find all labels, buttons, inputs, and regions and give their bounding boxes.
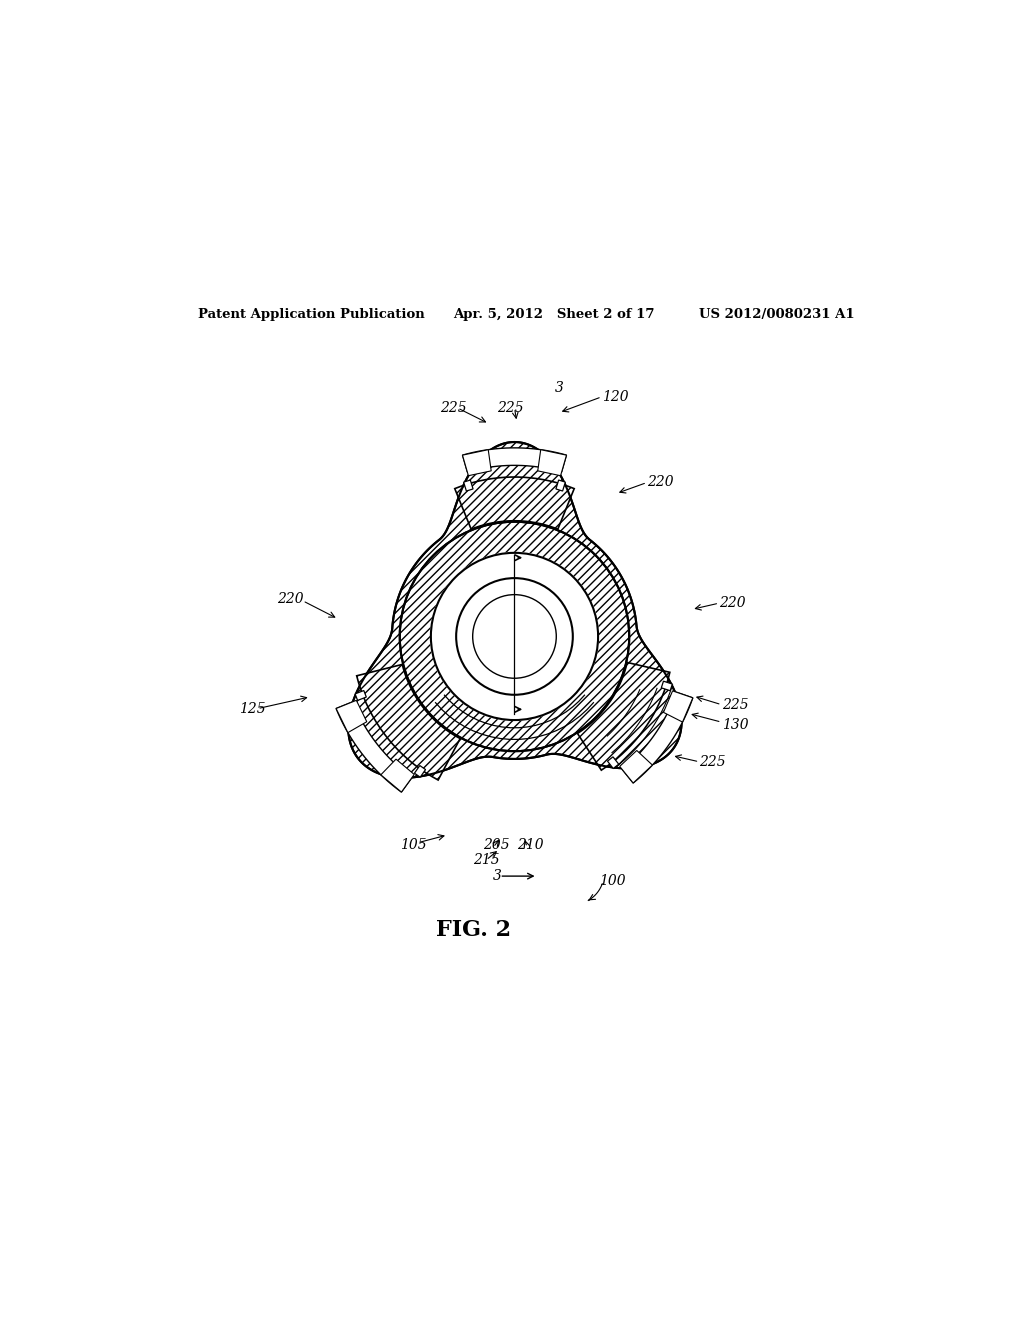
Text: 120: 120 (602, 389, 629, 404)
Text: 220: 220 (719, 597, 745, 610)
Text: 105: 105 (400, 838, 427, 853)
Text: 220: 220 (647, 475, 674, 490)
Text: 210: 210 (517, 838, 544, 853)
Text: 3: 3 (494, 869, 502, 883)
Circle shape (456, 578, 572, 694)
Circle shape (473, 594, 556, 678)
Polygon shape (664, 690, 693, 722)
Text: 125: 125 (240, 702, 266, 715)
Text: 130: 130 (722, 718, 749, 731)
Text: Patent Application Publication: Patent Application Publication (198, 308, 425, 321)
Polygon shape (538, 450, 566, 475)
Polygon shape (464, 480, 473, 491)
Polygon shape (355, 690, 367, 701)
Text: US 2012/0080231 A1: US 2012/0080231 A1 (699, 308, 855, 321)
Text: 225: 225 (699, 755, 726, 768)
Text: Apr. 5, 2012   Sheet 2 of 17: Apr. 5, 2012 Sheet 2 of 17 (454, 308, 655, 321)
Polygon shape (578, 663, 670, 770)
Polygon shape (336, 702, 412, 792)
Text: 3: 3 (555, 381, 564, 395)
Polygon shape (620, 751, 652, 783)
Polygon shape (623, 692, 693, 783)
Circle shape (399, 521, 629, 751)
Polygon shape (336, 701, 367, 733)
Text: 215: 215 (473, 853, 500, 867)
Text: 225: 225 (722, 698, 749, 711)
Circle shape (431, 553, 598, 719)
Polygon shape (463, 447, 566, 473)
Polygon shape (556, 480, 565, 491)
Text: 225: 225 (497, 401, 523, 414)
Text: 100: 100 (599, 874, 626, 888)
Text: FIG. 2: FIG. 2 (435, 919, 511, 941)
Text: 225: 225 (440, 401, 467, 414)
Polygon shape (455, 477, 574, 529)
Polygon shape (662, 681, 673, 690)
Text: 220: 220 (278, 593, 304, 606)
Polygon shape (463, 450, 492, 475)
Polygon shape (607, 756, 618, 768)
Polygon shape (381, 759, 415, 792)
Polygon shape (356, 664, 460, 780)
Polygon shape (348, 442, 682, 777)
Circle shape (430, 552, 599, 721)
Text: 205: 205 (482, 838, 509, 853)
Polygon shape (415, 766, 426, 777)
